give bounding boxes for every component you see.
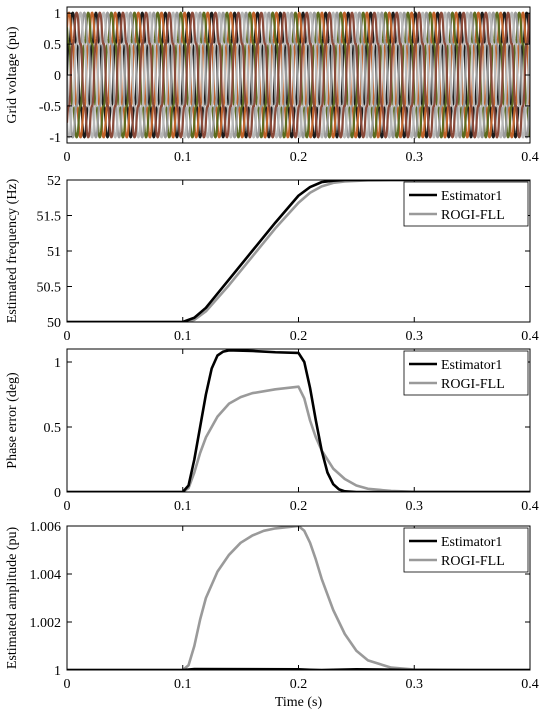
legend-label: ROGI-FLL	[441, 377, 505, 392]
grid-voltage-phase-4-line	[67, 11, 530, 139]
x-tick-label: 0.3	[406, 677, 424, 692]
y-tick-label: -0.5	[39, 100, 61, 115]
legend: Estimator1 ROGI-FLL	[403, 181, 529, 227]
y-tick-label: 51	[47, 245, 61, 260]
x-tick-label: 0.2	[290, 329, 308, 344]
y-tick-label: 1	[54, 664, 61, 679]
legend-label: Estimator1	[441, 535, 502, 550]
chart-panel-3: 0 0.1 0.2 0.3 0.4 0 0.5 1 Phase error (deg) Estim…	[5, 348, 539, 514]
y-tick-label: 0	[54, 486, 61, 501]
y-tick-label: 50.5	[37, 281, 62, 296]
x-tick-label: 0.3	[406, 150, 424, 165]
series-line-rogi-fll	[67, 385, 530, 492]
y-axis-label: Grid voltage (pu)	[5, 26, 20, 124]
x-tick-label: 0	[64, 150, 71, 165]
x-tick-label: 0	[64, 499, 71, 514]
y-axis-label: Estimated amplitude (pu)	[5, 527, 20, 670]
y-axis-label: Estimated frequency (Hz)	[5, 178, 20, 323]
series-line-estimator1	[67, 180, 530, 322]
x-tick-label: 0.1	[174, 329, 192, 344]
x-tick-label: 0.4	[521, 329, 539, 344]
legend: Estimator1 ROGI-FLL	[403, 350, 529, 396]
chart-panel-4: 0 0.1 0.2 0.3 0.4 1 1.002 1.004 1.006 Estimated a…	[5, 520, 539, 710]
x-axis-label: Time (s)	[275, 695, 323, 710]
legend-box	[403, 527, 529, 573]
chart-panel-2: 0 0.1 0.2 0.3 0.4 50 50.5 51 51.5 52 Estimated fre…	[5, 174, 539, 344]
x-tick-label: 0.4	[521, 150, 539, 165]
y-tick-label: 51.5	[37, 210, 62, 225]
legend-box	[403, 181, 529, 227]
legend-label: Estimator1	[441, 358, 502, 373]
legend-label: ROGI-FLL	[441, 554, 505, 569]
y-tick-label: 0	[54, 69, 61, 84]
legend-label: ROGI-FLL	[441, 208, 505, 223]
y-tick-label: 1.004	[30, 568, 62, 583]
y-tick-label: 0.5	[44, 38, 62, 53]
x-tick-label: 0.2	[290, 677, 308, 692]
grid-voltage-phase-6-line	[67, 11, 530, 139]
x-tick-label: 0.3	[406, 329, 424, 344]
series-line-rogi-fll	[67, 180, 530, 322]
y-tick-label: 1.002	[30, 616, 62, 631]
y-tick-label: 1.006	[30, 520, 62, 535]
y-tick-label: 1	[54, 7, 61, 22]
x-tick-label: 0.2	[290, 150, 308, 165]
y-tick-label: 0.5	[44, 421, 62, 436]
x-tick-label: 0	[64, 329, 71, 344]
plot-area	[67, 349, 530, 492]
x-tick-label: 0.4	[521, 677, 539, 692]
x-tick-label: 0.1	[174, 677, 192, 692]
y-tick-label: 1	[54, 356, 61, 371]
plot-area	[67, 11, 530, 139]
x-tick-label: 0.1	[174, 150, 192, 165]
legend-box	[403, 350, 529, 396]
x-tick-label: 0.4	[521, 499, 539, 514]
x-tick-label: 0	[64, 677, 71, 692]
y-tick-label: -1	[49, 131, 61, 146]
plot-area	[67, 180, 530, 322]
legend-label: Estimator1	[441, 189, 502, 204]
series-line-rogi-fll	[67, 526, 530, 670]
y-tick-label: 52	[47, 174, 61, 189]
series-line-estimator1	[67, 349, 530, 492]
grid-voltage-phase-5-line	[67, 11, 530, 139]
legend: Estimator1 ROGI-FLL	[403, 527, 529, 573]
x-tick-label: 0.3	[406, 499, 424, 514]
y-axis-label: Phase error (deg)	[5, 372, 20, 469]
chart-panel-1: 0 0.1 0.2 0.3 0.4 -1 -0.5 0 0.5 1 Grid voltage (pu…	[5, 6, 539, 165]
y-tick-label: 50	[47, 316, 61, 331]
x-tick-label: 0.2	[290, 499, 308, 514]
x-tick-label: 0.1	[174, 499, 192, 514]
